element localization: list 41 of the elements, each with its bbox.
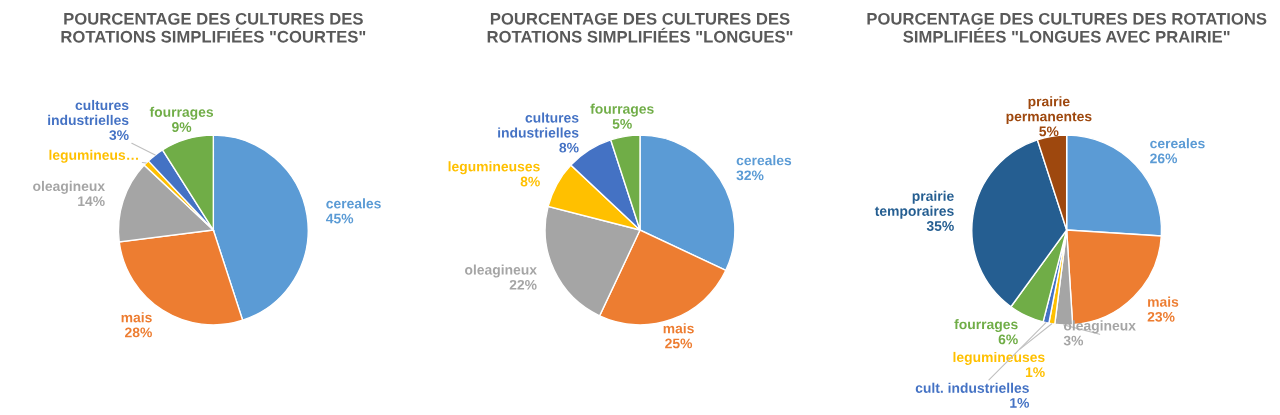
data-label: 23% — [1147, 311, 1175, 322]
data-label: 6% — [998, 334, 1018, 345]
slice-label: legumineus… — [49, 149, 138, 163]
data-label: 25% — [665, 338, 693, 349]
data-label: 5% — [1039, 126, 1059, 137]
data-label: 14% — [78, 196, 105, 207]
slice-label: prairie temporaires — [874, 190, 954, 219]
data-label: 8% — [520, 176, 540, 187]
slice-label: fourrages — [954, 319, 1018, 333]
data-label: 45% — [325, 213, 354, 224]
slice-label: mais — [1148, 296, 1179, 307]
slice-label: prairie permanentes — [1006, 96, 1092, 125]
chart-title: POURCENTAGE DES CULTURES DES ROTATIONS SIMPLIFIÉES "LONGUES" — [487, 12, 793, 43]
slice-label: legumineuses — [448, 161, 540, 175]
data-label: 1% — [1010, 398, 1030, 408]
chart-title: POURCENTAGE DES CULTURES DES ROTATIONS SIMPLIFIÉES "COURTES" — [61, 12, 366, 43]
data-label: 22% — [509, 279, 537, 290]
slice-label: mais — [121, 312, 152, 323]
slice-label: legumineuses — [953, 351, 1045, 365]
slice-label: cereales — [1150, 138, 1205, 149]
slice-label: cultures industrielles — [498, 112, 579, 138]
slice-label: fourrages — [149, 106, 214, 120]
data-label: 9% — [172, 122, 192, 132]
slice-label: oleagineux — [465, 264, 537, 278]
data-label: 32% — [736, 170, 764, 181]
slice-label: cereales — [736, 155, 792, 166]
data-label: 28% — [125, 327, 152, 338]
data-label: 3% — [1063, 335, 1084, 346]
slice-label: cereales — [326, 198, 381, 209]
slice-label: cult. industrielles — [915, 382, 1029, 393]
data-label: 8% — [559, 142, 579, 153]
slice-label: cultures industrielles — [48, 99, 129, 126]
data-label: 5% — [612, 119, 632, 129]
slice-label: oleagineux — [33, 180, 105, 194]
data-label: 1% — [1025, 367, 1045, 378]
data-label: 35% — [926, 221, 954, 231]
chart-title: POURCENTAGE DES CULTURES DES ROTATIONS SIMPLIFIÉES "LONGUES AVEC PRAIRIE" — [867, 12, 1267, 43]
data-label: 26% — [1150, 153, 1178, 164]
slice-label: mais — [663, 323, 694, 334]
data-label: 3% — [109, 130, 129, 141]
slice-label: fourrages — [590, 103, 654, 117]
